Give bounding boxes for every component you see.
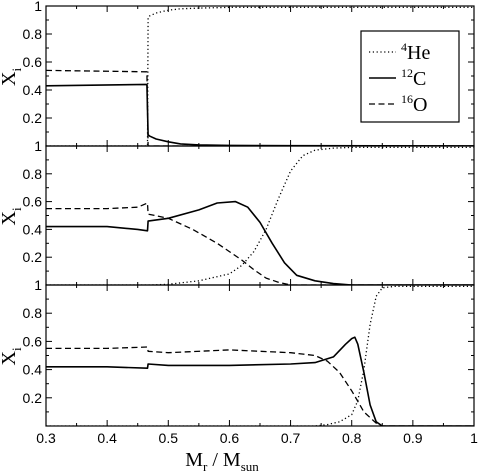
- y-tick-label: 0.8: [23, 26, 43, 42]
- x-tick-label: 0.6: [220, 430, 240, 446]
- y-tick-label: 1: [34, 0, 42, 14]
- x-tick-label: 0.8: [342, 430, 362, 446]
- series-line-He4: [46, 285, 474, 426]
- panel-3: 0.2 0.4 0.6 0.8 1 Xi: [0, 277, 475, 427]
- y-tick-label: 1: [34, 277, 42, 293]
- series-line-O16: [46, 346, 474, 426]
- y-tick-label: 0.6: [23, 194, 43, 210]
- y-tick-label: 0.6: [23, 333, 43, 349]
- y-tick-label: 0.8: [23, 305, 43, 321]
- y-tick-label: 0.8: [23, 166, 43, 182]
- y-tick-label: 0.2: [23, 390, 43, 406]
- x-tick-label: 1: [470, 430, 478, 446]
- x-tick-label: 0.5: [159, 430, 179, 446]
- series-line-C12: [46, 200, 474, 285]
- y-tick-label: 0.4: [23, 221, 43, 237]
- y-tick-label: 1: [34, 138, 42, 154]
- y-tick-label: 0.4: [23, 362, 43, 378]
- y-axis-label: Xi: [0, 68, 24, 86]
- x-tick-label: 0.4: [97, 430, 117, 446]
- legend-label: 16O: [401, 92, 427, 116]
- series-line-He4: [46, 146, 474, 285]
- y-tick-label: 0.2: [23, 110, 43, 126]
- series-line-O16: [46, 202, 474, 285]
- legend-label: 4He: [401, 40, 430, 64]
- series-line-He4: [46, 6, 474, 146]
- x-tick-label: 0.9: [403, 430, 423, 446]
- x-axis-label: 0.3 0.4 0.5 0.6 0.7 0.8 0.9 1 Mr / Msun: [36, 430, 478, 472]
- panel-2: 0.2 0.4 0.6 0.8 1 Xi: [0, 138, 475, 286]
- plot-frame: [45, 284, 475, 427]
- legend-label: 12C: [401, 66, 426, 90]
- y-axis-label: Xi: [0, 207, 24, 225]
- y-tick-label: 0.2: [23, 249, 43, 265]
- series-line-C12: [46, 336, 474, 426]
- plot-frame: [45, 145, 475, 286]
- legend-box: [360, 30, 460, 123]
- x-tick-label: 0.3: [36, 430, 56, 446]
- y-tick-label: 0.4: [23, 82, 43, 98]
- x-axis-label-text: Mr / Msun: [185, 449, 259, 472]
- x-tick-label: 0.7: [281, 430, 301, 446]
- series-line-O16: [46, 69, 474, 146]
- y-tick-label: 0.6: [23, 54, 43, 70]
- chart-panels: 0.20.40.60.81Xi0.20.40.60.81Xi0.20.40.60…: [0, 0, 475, 427]
- y-axis-label: Xi: [0, 347, 24, 365]
